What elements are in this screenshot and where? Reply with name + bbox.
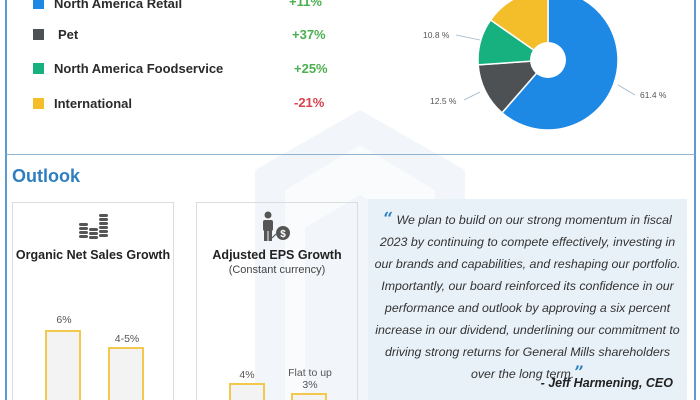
open-quote-icon: “: [383, 209, 394, 229]
donut-hole: [530, 42, 566, 78]
segment-label: North America Retail: [54, 0, 183, 11]
eps-growth-card: $ Adjusted EPS Growth (Constant currency…: [196, 202, 358, 400]
legend-swatch-green-icon: [33, 62, 44, 74]
legend-swatch-gray-icon: [33, 28, 44, 40]
segment-label: North America Foodservice: [54, 60, 224, 76]
segment-row-international: International: [33, 93, 132, 113]
svg-text:$: $: [280, 229, 286, 240]
bar-value-label: 3%: [302, 379, 318, 391]
bar: [291, 393, 327, 400]
organic-sales-card: Organic Net Sales Growth 6% 4-5%: [12, 202, 174, 400]
segment-label: Pet: [58, 26, 79, 42]
legend-swatch-blue-icon: [33, 0, 44, 9]
frame-border-left: [5, 0, 7, 400]
segment-row-na-foodservice: North America Foodservice: [33, 58, 223, 78]
close-quote-icon: ”: [574, 363, 585, 383]
segment-row-pet: Pet: [33, 24, 78, 44]
pie-label-retail: 61.4 %: [640, 90, 667, 100]
bar: [108, 347, 144, 400]
legend-swatch-yellow-icon: [33, 97, 44, 109]
quote-body: We plan to build on our strong momentum …: [374, 213, 681, 381]
outlook-heading: Outlook: [12, 166, 80, 186]
bar-value-label: Flat to up: [288, 367, 332, 379]
section-divider: [6, 154, 695, 155]
segment-row-na-retail: North America Retail: [33, 0, 182, 13]
segment-change: +37%: [292, 27, 326, 42]
card-subtitle: (Constant currency): [228, 264, 326, 276]
quote-author: - Jeff Harmening, CEO: [540, 376, 673, 390]
ceo-quote-box: “ We plan to build on our strong momentu…: [368, 199, 687, 400]
bar: [229, 383, 265, 400]
segment-change: +11%: [289, 0, 322, 9]
coin-stacks-icon: [79, 214, 108, 239]
quote-text-block: “ We plan to build on our strong momentu…: [374, 209, 681, 385]
card-title: Adjusted EPS Growth: [212, 248, 342, 262]
bar-value-label: 4-5%: [114, 333, 140, 345]
frame-border-right: [694, 0, 696, 400]
donut-slice: [489, 0, 549, 62]
segment-donut-chart: 61.4 % 12.5 % 10.8 %: [423, 0, 667, 131]
segment-label: International: [54, 95, 133, 111]
bar: [45, 330, 81, 400]
card-title: Organic Net Sales Growth: [15, 248, 171, 262]
segment-change: +25%: [294, 61, 328, 76]
pie-label-foodservice: 10.8 %: [423, 30, 450, 40]
bar-value-label: 4%: [239, 369, 255, 381]
bar-value-label: 6%: [56, 314, 72, 326]
person-dollar-icon: $: [263, 211, 290, 241]
segment-change: -21%: [294, 95, 325, 110]
pie-label-pet: 12.5 %: [430, 96, 457, 106]
